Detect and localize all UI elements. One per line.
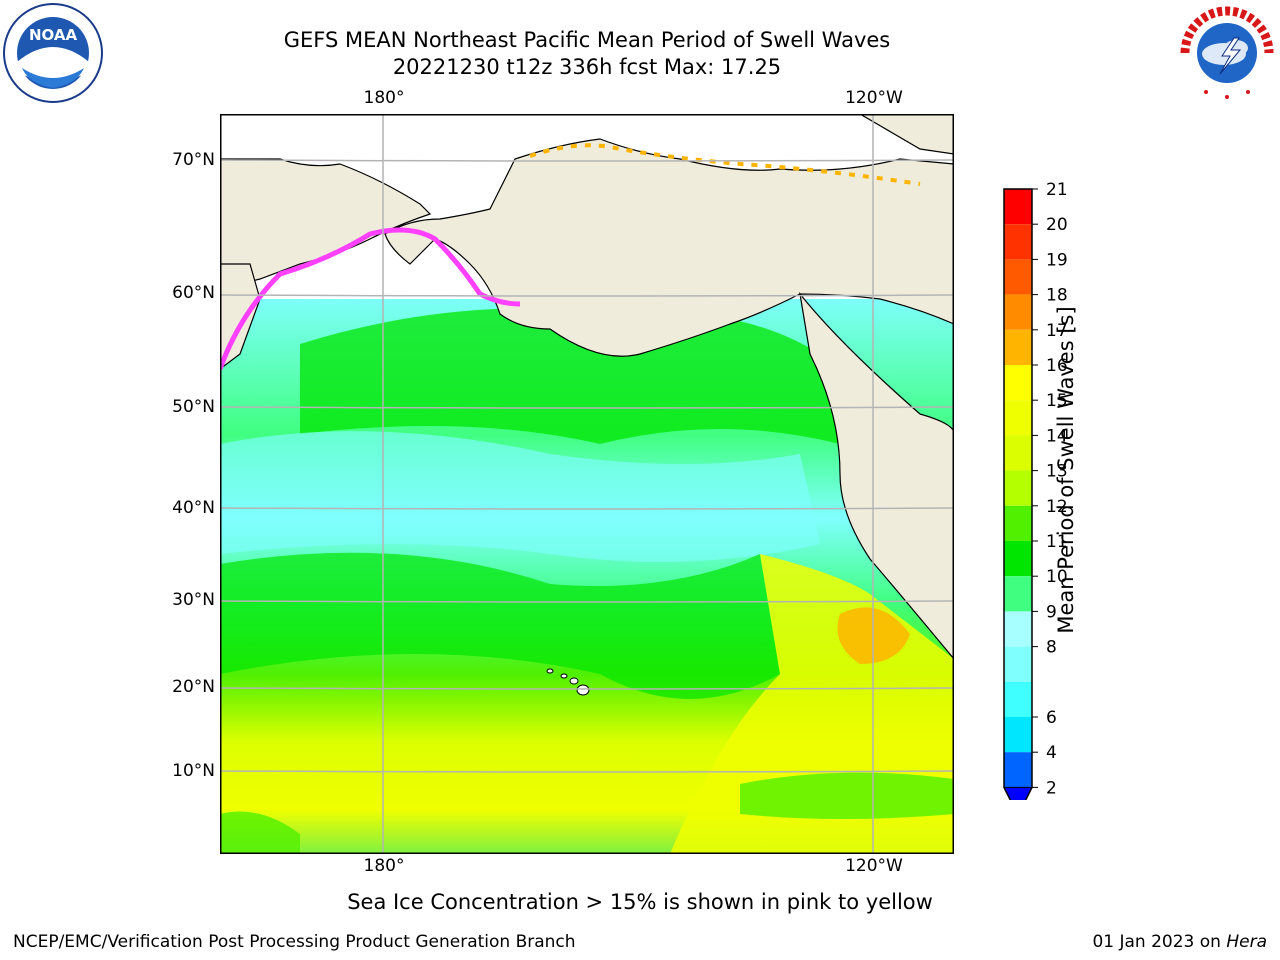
- lat-label-20n: 20°N: [172, 677, 215, 697]
- lat-label-50n: 50°N: [172, 397, 215, 417]
- footer-producer: NCEP/EMC/Verification Post Processing Pr…: [13, 932, 576, 952]
- chart-title: GEFS MEAN Northeast Pacific Mean Period …: [283, 28, 891, 52]
- colorbar-segment: [1004, 717, 1032, 753]
- alaska-landmass: [384, 138, 954, 357]
- colorbar-under-arrow: [1003, 786, 1033, 817]
- colorbar-segment: [1004, 189, 1032, 225]
- sea-ice-edge-bering: [220, 227, 521, 370]
- lat-label-70n: 70°N: [172, 150, 215, 170]
- colorbar-tick-label: 11: [1046, 532, 1068, 552]
- colorbar-segment: [1004, 752, 1032, 788]
- hawaiian-islands: [546, 668, 590, 696]
- colorbar-segment: [1004, 611, 1032, 647]
- arctic-islands: [830, 114, 954, 155]
- colorbar-tick-label: 2: [1046, 778, 1057, 798]
- colorbar-title: Mean Period of Swell Waves [s]: [1054, 306, 1078, 634]
- central-cyan-zone: [220, 431, 820, 562]
- colorbar-tick-label: 18: [1046, 286, 1068, 306]
- graticule: [220, 114, 954, 854]
- footer-date-text: 01 Jan 2023 on: [1092, 932, 1221, 952]
- colorbar-segment: [1004, 646, 1032, 682]
- colorbar-tick-label: 4: [1046, 743, 1057, 763]
- swell-period-map: [220, 114, 954, 854]
- lon-label-top-120w: 120°W: [845, 88, 903, 108]
- tropical-green-strip: [740, 772, 954, 819]
- lat-label-30n: 30°N: [172, 590, 215, 610]
- lon-label-top-180: 180°: [363, 88, 405, 108]
- north-pacific-green-band: [300, 308, 840, 444]
- colorbar: 2 4 6 8 9 10 11 12 13 14 15 16 17 18 19 20 21: [1000, 180, 1140, 818]
- colorbar-tick-label: 17: [1046, 321, 1068, 341]
- national-weather-service-logo: [1176, 2, 1278, 104]
- colorbar-segment: [1004, 505, 1032, 541]
- colorbar-segment: [1004, 224, 1032, 260]
- colorbar-segment: [1004, 435, 1032, 471]
- chart-subtitle: 20221230 t12z 336h fcst Max: 17.25: [392, 55, 782, 79]
- colorbar-tick-label: 9: [1046, 602, 1057, 622]
- colorbar-tick-label: 16: [1046, 356, 1068, 376]
- colorbar-segment: [1004, 294, 1032, 330]
- colorbar-tick-label: 10: [1046, 567, 1068, 587]
- lon-label-bottom-120w: 120°W: [845, 856, 903, 876]
- lat-label-10n: 10°N: [172, 761, 215, 781]
- colorbar-segment: [1004, 259, 1032, 295]
- british-columbia-coast: [799, 291, 954, 854]
- colorbar-tick-label: 15: [1046, 391, 1068, 411]
- colorbar-tick-label: 12: [1046, 497, 1068, 517]
- colorbar-segment: [1004, 400, 1032, 436]
- colorbar-tick-label: 19: [1046, 250, 1068, 270]
- colorbar-tick-label: 8: [1046, 638, 1057, 658]
- colorbar-tick-label: 6: [1046, 708, 1057, 728]
- colorbar-segment: [1004, 365, 1032, 401]
- colorbar-segment: [1004, 681, 1032, 717]
- noaa-logo: NOAA: [2, 2, 104, 104]
- colorbar-segment: [1004, 470, 1032, 506]
- colorbar-segment: [1004, 541, 1032, 577]
- lat-label-60n: 60°N: [172, 283, 215, 303]
- svg-text:NOAA: NOAA: [29, 26, 78, 44]
- western-green-strip: [220, 811, 300, 854]
- footer-host: Hera: [1226, 932, 1267, 952]
- colorbar-segment: [1004, 576, 1032, 612]
- colorbar-tick-label: 21: [1046, 180, 1068, 200]
- colorbar-tick-label: 14: [1046, 426, 1068, 446]
- colorbar-tick-label: 20: [1046, 215, 1068, 235]
- colorbar-tick-label: 13: [1046, 462, 1068, 482]
- subtropical-green-band: [220, 552, 780, 699]
- lat-label-40n: 40°N: [172, 498, 215, 518]
- sea-ice-edge-arctic: [529, 143, 921, 186]
- footer-date: 01 Jan 2023 on Hera: [1092, 932, 1267, 952]
- sea-ice-note: Sea Ice Concentration > 15% is shown in …: [347, 890, 933, 914]
- colorbar-segment: [1004, 329, 1032, 365]
- lon-label-bottom-180: 180°: [363, 856, 405, 876]
